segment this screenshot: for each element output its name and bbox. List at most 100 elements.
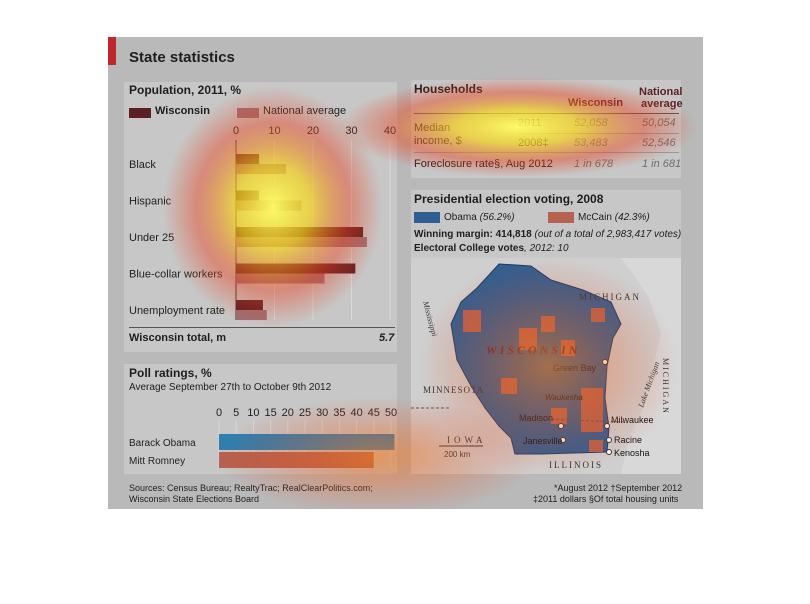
electoral-college-detail: , 2012: 10	[524, 243, 569, 254]
city-dot-racine	[606, 437, 612, 443]
city-green-bay: Green Bay	[553, 363, 597, 373]
x-tick-label: 35	[333, 407, 345, 419]
city-dot-kenosha	[606, 449, 612, 455]
county-mccain-9	[501, 378, 517, 394]
x-tick-label: 0	[216, 407, 222, 419]
bar-national	[236, 310, 267, 320]
bar-wisconsin	[236, 154, 260, 164]
x-tick-label: 5	[233, 407, 239, 419]
map-michigan-top: MICHIGAN	[579, 292, 641, 302]
x-tick-label: 15	[264, 407, 276, 419]
poll-category-label: Barack Obama	[129, 438, 196, 449]
households-rule-top	[414, 113, 679, 114]
map-scale-label: 200 km	[444, 450, 471, 459]
sources-line-2: Wisconsin State Elections Board	[129, 494, 260, 504]
mccain-legend-name: McCain	[578, 212, 612, 223]
poll-subtitle: Average September 27th to October 9th 20…	[129, 382, 332, 393]
households-rule-mid	[518, 133, 679, 134]
category-label: Black	[129, 159, 156, 171]
city-waukesha: Waukesha	[545, 393, 583, 402]
page-title: State statistics	[129, 49, 235, 66]
median-label-1: Median	[414, 122, 451, 134]
footnotes-line-2: ‡2011 dollars §Of total housing units	[533, 494, 679, 504]
poll-heading: Poll ratings, %	[129, 366, 212, 380]
mccain-swatch	[548, 212, 574, 223]
category-label: Under 25	[129, 232, 174, 244]
map-minnesota: MINNESOTA	[423, 385, 484, 395]
election-box: Presidential election voting, 2008 Obama…	[411, 190, 681, 474]
election-heading: Presidential election voting, 2008	[414, 192, 604, 206]
obama-legend: Obama (56.2%)	[444, 212, 515, 223]
poll-bar	[219, 452, 374, 468]
households-box: Households Wisconsin National average Me…	[411, 80, 683, 178]
x-tick-label: 30	[316, 407, 328, 419]
households-rule-bottom	[414, 152, 679, 153]
county-mccain-3	[541, 316, 555, 332]
bar-national	[236, 164, 287, 174]
x-tick-label: 20	[307, 125, 319, 137]
median-national-2011: 50,054	[642, 117, 676, 129]
median-national-2008: 52,546	[642, 137, 676, 149]
population-box: Population, 2011, % Wisconsin National a…	[124, 82, 397, 352]
bar-wisconsin	[236, 227, 364, 237]
col-national-2: average	[641, 98, 683, 110]
total-value: 5.7	[379, 332, 395, 344]
wisconsin-map: WISCONSIN MICHIGAN MINNESOTA IOWA ILLINO…	[411, 258, 681, 474]
poll-chart: 0 5 10 15 20 25 30 35 40 45 50 Barack Obama Mitt Rom…	[129, 407, 397, 468]
infographic-panel: State statistics Population, 2011, % Wis…	[108, 37, 703, 509]
city-dot-milwaukee	[604, 423, 610, 429]
x-tick-label: 30	[345, 125, 357, 137]
footnotes-line-1: *August 2012 †September 2012	[554, 483, 683, 493]
bar-wisconsin	[236, 263, 356, 274]
median-year-2008: 2008‡	[518, 137, 549, 149]
electoral-college-label: Electoral College votes	[414, 243, 525, 254]
bar-national	[236, 273, 325, 284]
median-wisconsin-2008: 53,483	[574, 137, 608, 149]
bar-national	[236, 237, 367, 247]
category-label: Unemployment rate	[129, 305, 225, 317]
map-iowa: IOWA	[447, 435, 487, 445]
county-mccain-1	[463, 310, 481, 332]
bar-wisconsin	[236, 190, 260, 201]
winning-margin-label: Winning margin: 414,818	[414, 229, 532, 240]
county-mccain-7	[551, 408, 567, 424]
households-heading: Households	[414, 82, 483, 96]
obama-legend-name: Obama	[444, 212, 477, 223]
col-wisconsin: Wisconsin	[568, 97, 623, 109]
city-racine: Racine	[614, 435, 642, 445]
bar-national	[236, 200, 302, 211]
obama-legend-pct: (56.2%)	[479, 212, 515, 223]
population-chart: 0 10 20 30 40 Black Hispanic Under 25 Blue-colla…	[129, 125, 396, 320]
category-label: Blue-collar workers	[129, 269, 223, 281]
median-wisconsin-2011: 52,058	[574, 117, 608, 129]
x-tick-label: 40	[350, 407, 362, 419]
city-janesville: Janesville	[523, 436, 563, 446]
winning-margin: Winning margin: 414,818 (out of a total …	[414, 229, 681, 240]
electoral-college: Electoral College votes, 2012: 10	[414, 243, 569, 254]
category-label: Hispanic	[129, 196, 172, 208]
city-dot-madison	[558, 423, 564, 429]
obama-swatch	[414, 212, 440, 223]
x-tick-label: 40	[384, 125, 396, 137]
mccain-legend: McCain (42.3%)	[578, 212, 650, 223]
total-label: Wisconsin total, m	[129, 332, 227, 344]
x-tick-label: 50	[385, 407, 397, 419]
poll-bar	[219, 434, 395, 450]
legend-swatch-wisconsin	[129, 108, 151, 118]
median-year-2011: 2011	[518, 117, 542, 129]
total-rule	[129, 327, 395, 328]
foreclosure-wisconsin: 1 in 678	[574, 158, 614, 170]
map-illinois: ILLINOIS	[549, 460, 603, 470]
city-dot-green-bay	[602, 359, 608, 365]
x-tick-label: 45	[368, 407, 380, 419]
county-mccain-5	[591, 308, 605, 322]
map-state-label: WISCONSIN	[486, 343, 580, 357]
x-tick-label: 0	[233, 125, 239, 137]
accent-bar	[108, 37, 116, 65]
x-tick-label: 10	[247, 407, 259, 419]
mccain-legend-pct: (42.3%)	[614, 212, 650, 223]
poll-category-label: Mitt Romney	[129, 456, 185, 467]
x-tick-label: 10	[268, 125, 280, 137]
city-milwaukee: Milwaukee	[611, 415, 654, 425]
poll-box: Poll ratings, % Average September 27th t…	[124, 364, 397, 474]
